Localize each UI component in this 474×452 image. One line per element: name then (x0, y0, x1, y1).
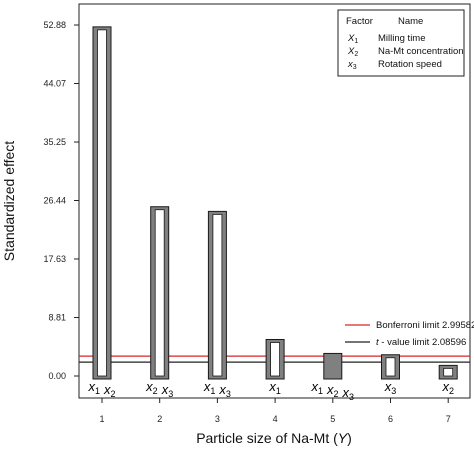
y-tick-label: 44.07 (43, 78, 66, 88)
bar (265, 338, 285, 380)
y-tick-label: 35.25 (43, 137, 66, 147)
bar-label: x3 (384, 379, 397, 396)
bar (207, 210, 227, 380)
bar (323, 352, 343, 380)
bar-labels: x1 x2 x2 x3 x1 x3 x1 x1 x2 x3 x3 x2 (87, 379, 453, 402)
bar-label: x1 x2 (87, 379, 115, 399)
y-axis-ticks: 0.00 8.81 17.63 26.44 35.25 44.07 52.88 (43, 20, 79, 381)
factor-table-header-factor: Factor (346, 16, 373, 27)
y-tick-label: 26.44 (43, 196, 66, 206)
bar-outer (323, 352, 343, 380)
factor-symbol: X1 (347, 33, 358, 45)
bar-inner (212, 213, 223, 377)
bar-series (92, 26, 458, 380)
bar-label: x1 (268, 379, 281, 396)
bar-label: x2 x3 (145, 379, 173, 399)
factor-name: Milling time (378, 33, 426, 44)
y-axis-title: Standardized effect (1, 141, 17, 261)
factor-symbol: X2 (347, 46, 358, 58)
x-axis-title: Particle size of Na-Mt (Y) (196, 430, 352, 446)
x-axis-ticks: 1 2 3 4 5 6 7 (99, 398, 451, 424)
bar-inner (385, 357, 396, 377)
bar (150, 206, 170, 380)
factor-table-header-name: Name (398, 16, 423, 27)
bar-label: x2 (441, 379, 454, 396)
bar-label: x1 x2 x3 (311, 379, 355, 402)
factor-name: Na-Mt concentration (378, 46, 464, 57)
x-tick-label: 3 (215, 414, 220, 424)
y-tick-label: 0.00 (48, 371, 66, 381)
bar (438, 364, 458, 380)
factor-name: Rotation speed (378, 59, 442, 70)
bar-label: x1 x3 (203, 379, 231, 399)
y-tick-label: 17.63 (43, 254, 66, 264)
bar-inner (154, 209, 165, 377)
x-tick-label: 2 (157, 414, 162, 424)
legend-entry: Bonferroni limit 2.99582 (376, 320, 474, 331)
x-tick-label: 4 (273, 414, 278, 424)
x-tick-label: 1 (99, 414, 104, 424)
x-tick-label: 5 (330, 414, 335, 424)
bar (92, 26, 112, 380)
legend-entry: t - value limit 2.08596 (376, 337, 466, 348)
x-tick-label: 7 (446, 414, 451, 424)
factor-table-rows: X1 Milling time X2 Na-Mt concentration x3 Rot… (347, 33, 464, 71)
factor-symbol: x3 (347, 59, 357, 71)
bar-inner (97, 29, 107, 377)
bar-inner (270, 342, 281, 377)
bar (381, 354, 400, 380)
bar-inner (443, 367, 454, 377)
reference-legend: Bonferroni limit 2.99582 t - value limit … (345, 320, 474, 348)
y-tick-label: 52.88 (43, 20, 66, 30)
factor-table-frame (337, 9, 465, 77)
y-tick-label: 8.81 (48, 313, 66, 323)
x-tick-label: 6 (388, 414, 393, 424)
factor-table: Factor Name X1 Milling time X2 Na-Mt concen… (337, 9, 465, 77)
